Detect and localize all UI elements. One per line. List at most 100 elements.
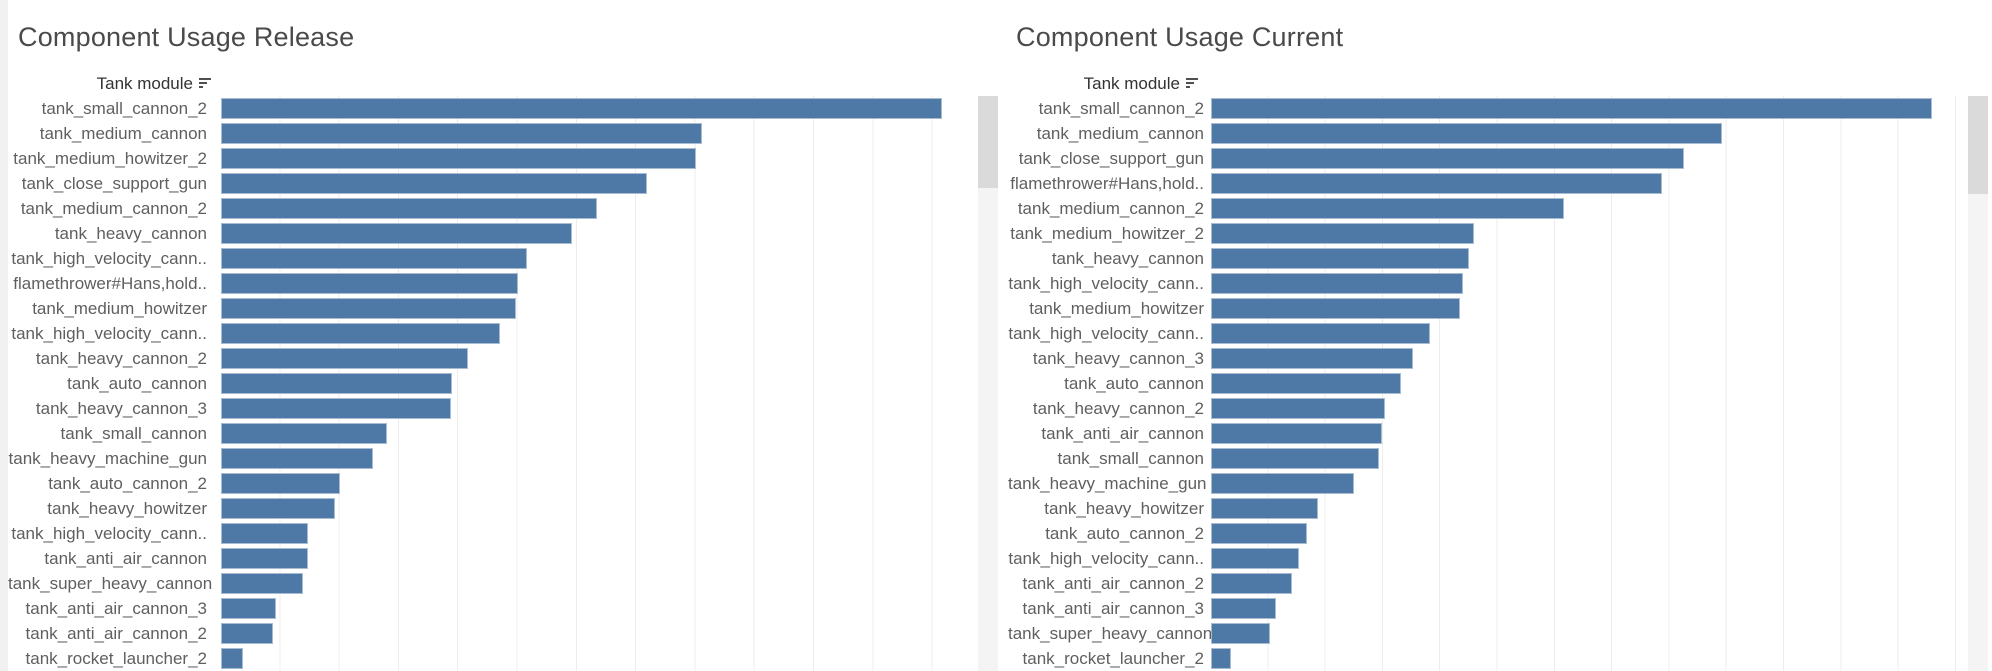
category-label[interactable]: tank_medium_cannon_2 [20,199,207,218]
category-label[interactable]: tank_high_velocity_cann.. [1008,324,1204,343]
bar[interactable] [221,148,696,169]
category-label[interactable]: tank_heavy_cannon_2 [1032,399,1204,418]
category-label[interactable]: tank_super_heavy_cannon [8,574,213,593]
column-header-tank-module[interactable]: Tank module [8,74,221,94]
category-label[interactable]: tank_anti_air_cannon_2 [25,624,207,643]
category-label[interactable]: tank_close_support_gun [1018,149,1204,168]
bar[interactable] [1211,598,1276,619]
category-label[interactable]: tank_high_velocity_cann.. [11,524,207,543]
category-label[interactable]: tank_medium_cannon [39,124,207,143]
category-label[interactable]: tank_medium_howitzer_2 [13,149,207,168]
bar[interactable] [221,373,452,394]
category-label[interactable]: tank_heavy_cannon_3 [1032,349,1204,368]
category-label[interactable]: tank_rocket_launcher_2 [1022,649,1204,668]
category-label[interactable]: tank_small_cannon_2 [41,99,207,118]
bar[interactable] [221,548,308,569]
bar[interactable] [1211,223,1474,244]
bar[interactable] [1211,498,1318,519]
bar[interactable] [221,623,273,644]
bar[interactable] [221,498,335,519]
category-label[interactable]: tank_small_cannon [1057,449,1204,468]
bar[interactable] [1211,573,1292,594]
category-label[interactable]: tank_high_velocity_cann.. [1008,274,1204,293]
category-label[interactable]: tank_anti_air_cannon [1041,424,1204,443]
bar[interactable] [1211,398,1385,419]
bar[interactable] [1211,473,1354,494]
bar[interactable] [221,648,243,669]
bar[interactable] [221,598,276,619]
bar[interactable] [221,448,373,469]
scrollbar-thumb[interactable] [978,96,998,188]
category-label[interactable]: flamethrower#Hans,hold.. [13,274,207,293]
bar[interactable] [221,248,527,269]
bar[interactable] [221,123,702,144]
bar[interactable] [221,198,597,219]
category-label[interactable]: tank_medium_howitzer_2 [1010,224,1204,243]
category-label[interactable]: tank_auto_cannon_2 [48,474,207,493]
category-label[interactable]: tank_heavy_howitzer [1044,499,1204,518]
category-label[interactable]: tank_medium_howitzer [1029,299,1204,318]
category-label[interactable]: tank_super_heavy_cannon [1008,624,1211,643]
vertical-scrollbar[interactable] [978,96,998,671]
bar[interactable] [221,348,468,369]
category-label[interactable]: flamethrower#Hans,hold.. [1010,174,1204,193]
bar[interactable] [1211,373,1401,394]
category-label[interactable]: tank_heavy_howitzer [47,499,207,518]
bar[interactable] [1211,273,1463,294]
vertical-scrollbar[interactable] [1968,96,1988,671]
bar[interactable] [1211,98,1932,119]
bar[interactable] [221,523,308,544]
sort-descending-icon[interactable] [199,78,212,90]
category-label[interactable]: tank_heavy_machine_gun [1008,474,1207,493]
bar[interactable] [221,98,942,119]
bar[interactable] [221,473,340,494]
bar[interactable] [1211,423,1382,444]
category-label[interactable]: tank_auto_cannon [1064,374,1204,393]
bar[interactable] [1211,148,1684,169]
bar[interactable] [1211,173,1662,194]
bar[interactable] [1211,248,1469,269]
category-label[interactable]: tank_medium_cannon_2 [1017,199,1204,218]
bar[interactable] [221,323,500,344]
bar[interactable] [221,298,516,319]
sort-descending-icon[interactable] [1186,78,1199,90]
category-label[interactable]: tank_heavy_cannon [54,224,207,243]
category-label[interactable]: tank_auto_cannon [67,374,207,393]
bar[interactable] [221,173,647,194]
category-label[interactable]: tank_high_velocity_cann.. [11,324,207,343]
category-label[interactable]: tank_medium_cannon [1036,124,1204,143]
category-label[interactable]: tank_anti_air_cannon_3 [25,599,207,618]
bar[interactable] [221,423,387,444]
bar[interactable] [1211,523,1307,544]
category-label[interactable]: tank_heavy_machine_gun [8,449,207,468]
bar[interactable] [1211,448,1379,469]
category-label[interactable]: tank_small_cannon_2 [1038,99,1204,118]
category-label[interactable]: tank_auto_cannon_2 [1045,524,1204,543]
bar[interactable] [221,573,303,594]
bar[interactable] [1211,298,1460,319]
bar[interactable] [1211,198,1564,219]
bar[interactable] [1211,623,1270,644]
category-label[interactable]: tank_close_support_gun [21,174,207,193]
category-label[interactable]: tank_rocket_launcher_2 [25,649,207,668]
category-label[interactable]: tank_high_velocity_cann.. [1008,549,1204,568]
scrollbar-thumb[interactable] [1968,96,1988,194]
category-label[interactable]: tank_heavy_cannon [1051,249,1204,268]
bar[interactable] [221,223,572,244]
category-label[interactable]: tank_medium_howitzer [32,299,207,318]
category-label[interactable]: tank_heavy_cannon_2 [35,349,207,368]
category-label[interactable]: tank_heavy_cannon_3 [35,399,207,418]
category-label[interactable]: tank_anti_air_cannon_2 [1022,574,1204,593]
bar[interactable] [1211,323,1430,344]
bar[interactable] [1211,648,1231,669]
category-label[interactable]: tank_anti_air_cannon [44,549,207,568]
category-label[interactable]: tank_small_cannon [60,424,207,443]
bar[interactable] [221,398,451,419]
bar[interactable] [1211,348,1413,369]
category-label[interactable]: tank_high_velocity_cann.. [11,249,207,268]
bar[interactable] [1211,548,1299,569]
category-label[interactable]: tank_anti_air_cannon_3 [1022,599,1204,618]
bar[interactable] [1211,123,1722,144]
bar[interactable] [221,273,518,294]
column-header-tank-module[interactable]: Tank module [1008,74,1211,94]
